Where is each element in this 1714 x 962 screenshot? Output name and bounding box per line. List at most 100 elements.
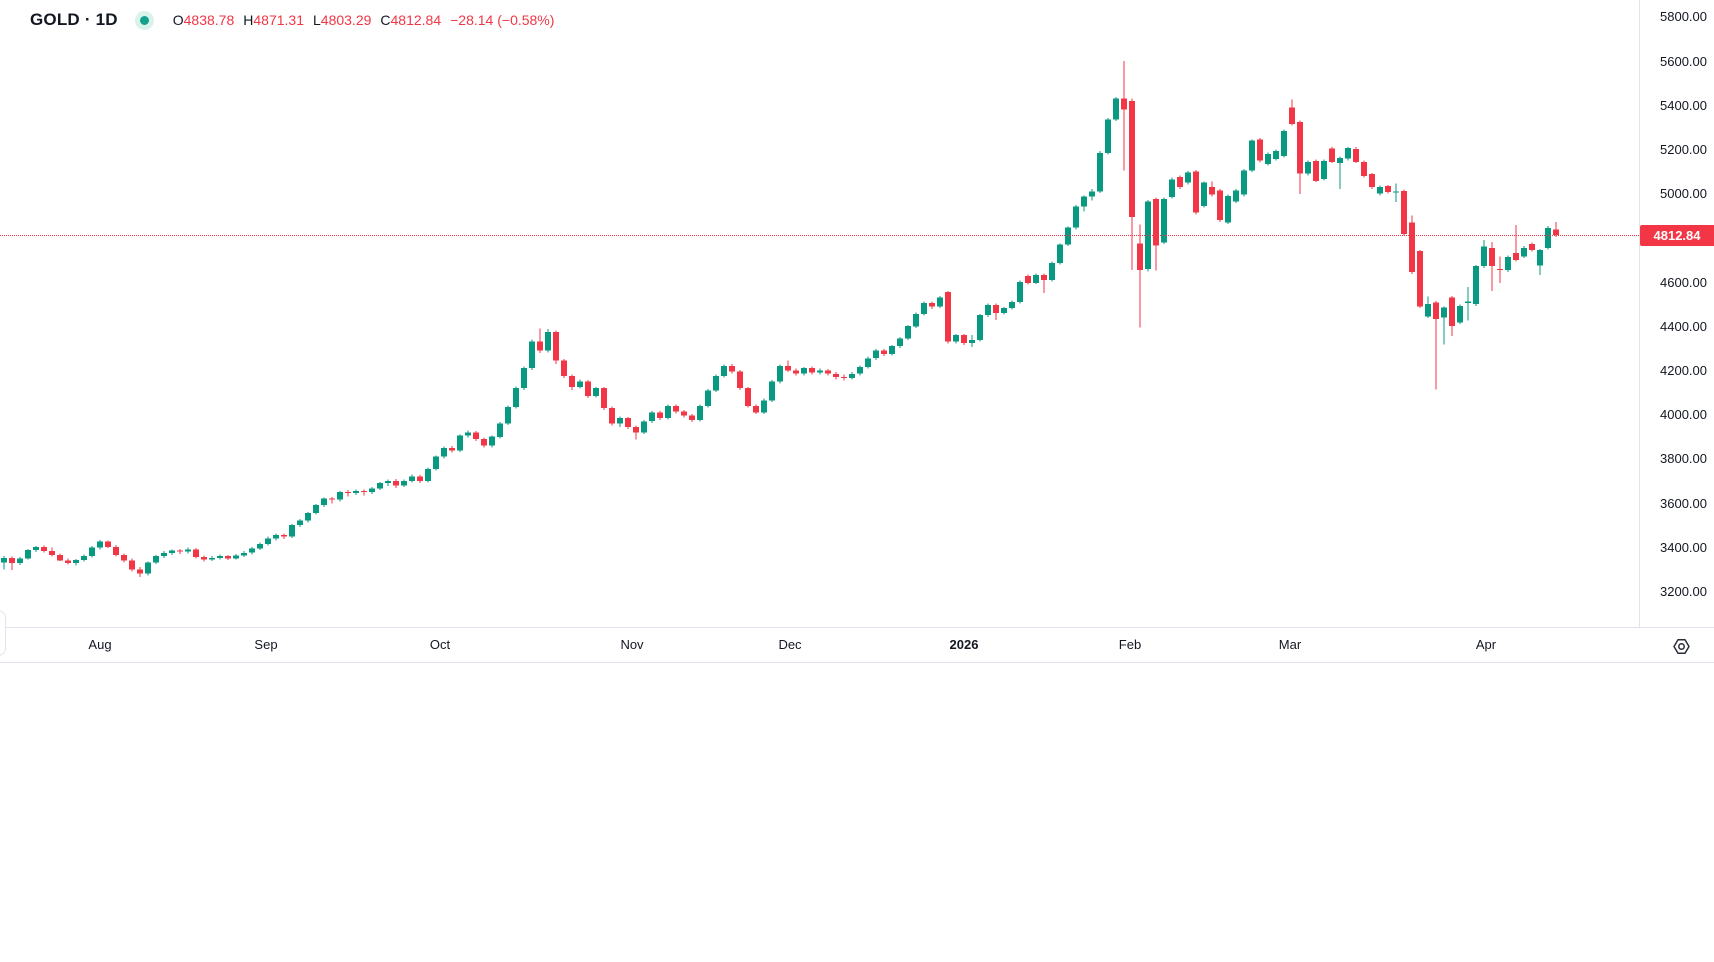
candle-body [1177, 177, 1183, 187]
price-scale[interactable]: 5800.00 5600.00 5400.00 5200.00 5000.00 4600.… [1639, 0, 1714, 627]
candle-body [129, 560, 135, 570]
candle-body [1449, 297, 1455, 327]
market-status-dot-core [139, 15, 149, 25]
candle-body [761, 400, 767, 413]
candle-body [353, 490, 359, 494]
candle-body [417, 476, 423, 481]
candle-body [505, 406, 511, 424]
candle-body [1401, 191, 1407, 235]
candle-body [361, 490, 367, 492]
candle-body [1137, 243, 1143, 270]
candle-body [857, 367, 863, 374]
candle-body [1105, 119, 1111, 153]
candle-body [689, 415, 695, 421]
candle-body [193, 549, 199, 558]
last-price-badge: 4812.84 [1640, 225, 1714, 246]
candle-body [1201, 182, 1207, 206]
candle-body [1073, 206, 1079, 228]
candle-body [1217, 190, 1223, 221]
candle-body [1425, 304, 1431, 317]
candle-body [185, 549, 191, 552]
candle-body [1481, 246, 1487, 267]
candle-body [441, 447, 447, 457]
candle-body [537, 341, 543, 351]
candle-body [665, 405, 671, 418]
ohlc-close: C4812.84 [380, 12, 442, 28]
candle-body [97, 541, 103, 548]
candle-body [985, 304, 991, 316]
price-tick-label: 3800.00 [1660, 451, 1707, 466]
candle-body [945, 292, 951, 342]
price-tick-label: 4200.00 [1660, 363, 1707, 378]
candle-body [1265, 153, 1271, 164]
symbol-title[interactable]: GOLD · 1D [30, 10, 118, 29]
candle-body [1289, 107, 1295, 124]
time-scale-settings-button[interactable] [1669, 635, 1693, 657]
candle-body [1281, 130, 1287, 156]
candle-body [913, 314, 919, 327]
candle-body [705, 390, 711, 406]
candle-body [57, 555, 63, 561]
time-tick-label: Sep [254, 637, 278, 652]
candle-body [145, 562, 151, 574]
candle-body [969, 340, 975, 343]
candle-body [337, 492, 343, 500]
candle-body [1129, 100, 1135, 217]
candle-body [1497, 268, 1503, 270]
time-tick-label: Mar [1278, 637, 1302, 652]
time-scale[interactable]: Aug Sep Oct Nov Dec 2026 Feb Mar Apr [0, 627, 1714, 663]
candle-body [1001, 307, 1007, 313]
candle-body [1521, 247, 1527, 257]
candle-body [1393, 191, 1399, 193]
candle-body [377, 483, 383, 489]
candle-body [473, 432, 479, 439]
candle-body [513, 388, 519, 407]
candle-body [241, 552, 247, 556]
candle-body [1305, 161, 1311, 174]
candle-body [617, 418, 623, 424]
price-tick-label: 3600.00 [1660, 496, 1707, 511]
candle-body [289, 525, 295, 537]
pane-corner-widget[interactable] [0, 610, 6, 656]
candle-body [169, 550, 175, 553]
candle-body [1017, 281, 1023, 302]
candle-body [625, 418, 631, 427]
candle-body [121, 555, 127, 561]
candle-body [929, 303, 935, 307]
candle-body [497, 423, 503, 437]
candle-body [585, 381, 591, 396]
price-tick-label: 4600.00 [1660, 275, 1707, 290]
candle-body [1465, 301, 1471, 303]
chart-pane[interactable] [0, 0, 1639, 627]
candle-body [977, 315, 983, 341]
candle-body [73, 560, 79, 564]
candle-body [865, 358, 871, 368]
candle-body [1321, 160, 1327, 179]
candle-body [953, 335, 959, 342]
candle-body [1009, 301, 1015, 308]
candle-body [1241, 170, 1247, 195]
time-tick-label: Aug [88, 637, 112, 652]
candle-body [1233, 190, 1239, 202]
candle-body [801, 368, 807, 374]
candle-body [209, 557, 215, 560]
candle-body [1537, 250, 1543, 266]
candle-body [329, 498, 335, 500]
candle-body [1161, 199, 1167, 243]
candle-body [833, 373, 839, 378]
candle-body [369, 488, 375, 492]
candle-body [257, 543, 263, 549]
candle-body [345, 492, 351, 494]
candle-body [681, 411, 687, 416]
candle-body [1057, 244, 1063, 263]
candle-body [1225, 195, 1231, 223]
candlestick-plot[interactable] [0, 0, 1639, 627]
candle-body [825, 370, 831, 374]
candle-body [809, 368, 815, 373]
candle-body [137, 569, 143, 574]
candle-body [449, 447, 455, 451]
candle-body [713, 376, 719, 391]
candle-body [425, 468, 431, 481]
symbol-legend[interactable]: GOLD · 1D O4838.78 H4871.31 L4803.29 C48… [30, 7, 554, 33]
